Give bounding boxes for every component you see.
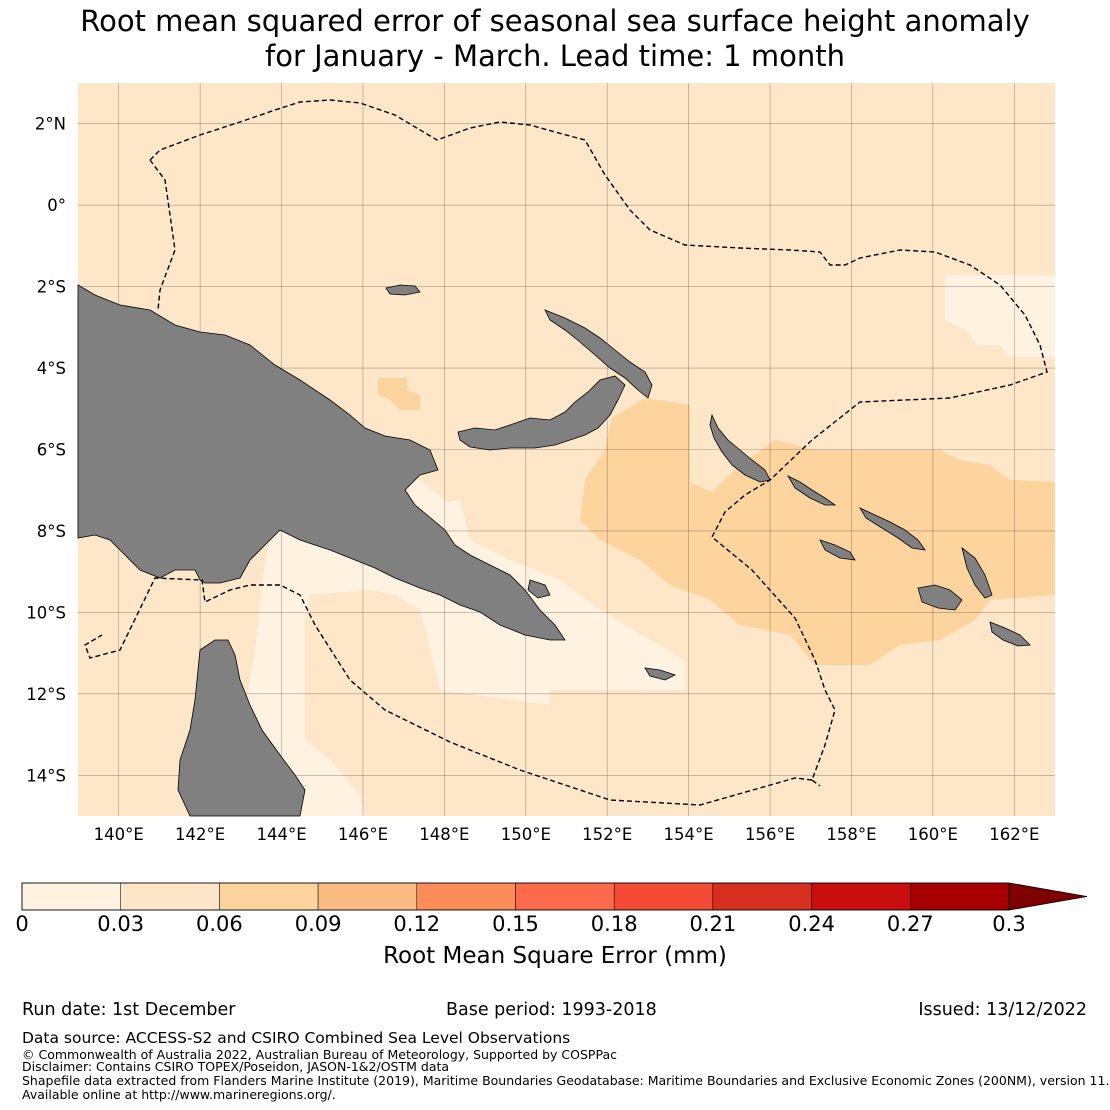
colorbar: [21, 882, 1088, 911]
lon-label: 146°E: [338, 825, 388, 844]
lon-label: 154°E: [664, 825, 714, 844]
land-new-britain: [457, 375, 626, 451]
longitude-labels: 140°E 142°E 144°E 146°E 148°E 150°E 152°E 154°E…: [94, 825, 1040, 844]
title-line-2: for January - March. Lead time: 1 month: [265, 39, 845, 73]
title-line-1: Root mean squared error of seasonal sea …: [80, 4, 1030, 38]
low-error-zone-east: [945, 275, 1055, 357]
base-period: Base period: 1993-2018: [446, 1000, 657, 1020]
colorbar-segment: [515, 882, 615, 911]
colorbar-segment: [219, 882, 319, 911]
land-cape-york: [177, 639, 306, 817]
colorbar-segment: [416, 882, 516, 911]
colorbar-label: Root Mean Square Error (mm): [383, 943, 727, 969]
colorbar-tick-label: 0.21: [689, 912, 737, 936]
lat-label: 8°S: [37, 522, 66, 541]
colorbar-tick-label: 0.03: [97, 912, 145, 936]
colorbar-segment: [910, 882, 1010, 911]
colorbar-tick-label: 0: [15, 912, 29, 936]
disclaimer: Disclaimer: Contains CSIRO TOPEX/Poseido…: [22, 1059, 450, 1074]
data-source: Data source: ACCESS-S2 and CSIRO Combine…: [22, 1029, 571, 1047]
lat-label: 2°N: [35, 115, 66, 134]
run-date: Run date: 1st December: [22, 1000, 236, 1020]
colorbar-extend-arrow: [1008, 882, 1088, 911]
colorbar-tick-label: 0.15: [492, 912, 539, 936]
land-new-ireland: [544, 309, 653, 399]
lon-label: 162°E: [989, 825, 1039, 844]
lon-label: 148°E: [419, 825, 469, 844]
land-makira: [989, 621, 1031, 647]
land-isabel: [858, 507, 926, 551]
lon-label: 152°E: [582, 825, 632, 844]
colorbar-segment: [120, 882, 220, 911]
land-dentrecasteaux: [527, 579, 551, 599]
lat-label: 0°: [47, 196, 66, 215]
colorbar-frame: [21, 882, 1010, 911]
lon-label: 160°E: [908, 825, 958, 844]
lon-label: 150°E: [501, 825, 551, 844]
land-bougainville: [709, 413, 771, 483]
land-louisiade: [644, 667, 677, 681]
land-choiseul: [786, 475, 837, 506]
gridlines: [78, 83, 1055, 816]
copyright: © Commonwealth of Australia 2022, Austra…: [22, 1047, 617, 1062]
colorbar-tick-label: 0.18: [590, 912, 638, 936]
colorbar-tick-label: 0.06: [196, 912, 243, 936]
colorbar-segment: [21, 882, 121, 911]
land-malaita: [961, 546, 993, 599]
lat-label: 6°S: [37, 441, 66, 460]
shapefile-credit: Shapefile data extracted from Flanders M…: [22, 1073, 1110, 1088]
available-online: Available online at http://www.marinereg…: [22, 1087, 336, 1102]
colorbar-segment: [317, 882, 418, 911]
issued-date: Issued: 13/12/2022: [918, 1000, 1087, 1020]
lon-label: 140°E: [94, 825, 144, 844]
colorbar-segment: [613, 882, 714, 911]
moderate-error-zone-north: [378, 378, 420, 410]
lon-label: 142°E: [175, 825, 225, 844]
lon-label: 158°E: [826, 825, 876, 844]
colorbar-tick-label: 0.24: [788, 912, 835, 936]
colorbar-segment: [712, 882, 812, 911]
chart-title: Root mean squared error of seasonal sea …: [0, 4, 1110, 74]
low-error-zone-south: [240, 500, 685, 816]
latitude-labels: 2°N 0° 2°S 4°S 6°S 8°S 10°S 12°S 14°S: [26, 115, 66, 786]
land-new-georgia: [819, 539, 856, 561]
lat-label: 2°S: [37, 278, 66, 297]
colorbar-tick-label: 0.27: [886, 912, 934, 936]
colorbar-tick-label: 0.3: [992, 912, 1026, 936]
eez-png: [84, 99, 1048, 806]
colorbar-tick-label: 0.12: [393, 912, 441, 936]
colorbar-tick-label: 0.09: [294, 912, 342, 936]
land-manus: [385, 284, 421, 296]
land-guadalcanal: [917, 584, 963, 611]
lat-label: 14°S: [26, 766, 66, 785]
colorbar-segment: [811, 882, 911, 911]
lat-label: 4°S: [37, 359, 66, 378]
lon-label: 144°E: [256, 825, 306, 844]
lat-label: 12°S: [26, 685, 66, 704]
eez-boundaries: [84, 99, 1048, 806]
lat-label: 10°S: [26, 603, 66, 622]
lon-label: 156°E: [745, 825, 795, 844]
